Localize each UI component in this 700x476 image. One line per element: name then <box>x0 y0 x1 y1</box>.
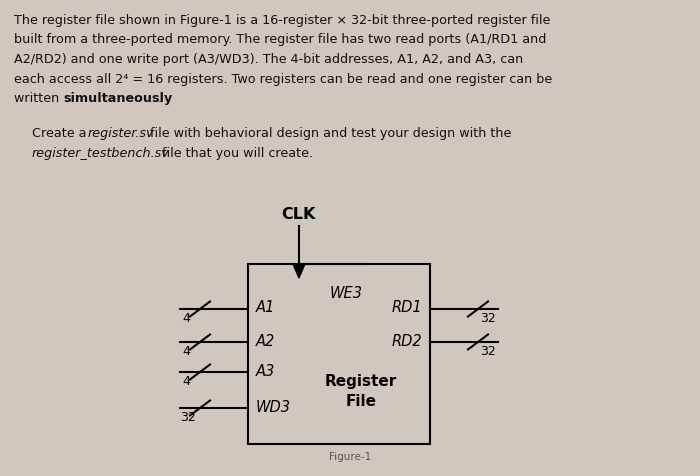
Text: built from a three-ported memory. The register file has two read ports (A1/RD1 a: built from a three-ported memory. The re… <box>14 33 547 47</box>
Text: Create a: Create a <box>32 127 90 140</box>
Text: file that you will create.: file that you will create. <box>158 147 313 159</box>
Text: A3: A3 <box>256 364 275 378</box>
Text: File: File <box>345 394 377 409</box>
Text: The register file shown in Figure-1 is a 16-register × 32-bit three-ported regis: The register file shown in Figure-1 is a… <box>14 14 550 27</box>
Text: written: written <box>14 92 63 105</box>
Text: 4: 4 <box>182 375 190 388</box>
Text: 4: 4 <box>182 345 190 358</box>
Text: 4: 4 <box>182 312 190 325</box>
Text: each access all 2⁴ = 16 registers. Two registers can be read and one register ca: each access all 2⁴ = 16 registers. Two r… <box>14 72 552 86</box>
Text: WE3: WE3 <box>330 286 363 301</box>
Text: RD2: RD2 <box>391 334 422 348</box>
Text: .: . <box>158 92 162 105</box>
Text: register.sv: register.sv <box>88 127 155 140</box>
Text: file with behavioral design and test your design with the: file with behavioral design and test you… <box>146 127 512 140</box>
Text: register_testbench.sv: register_testbench.sv <box>32 147 169 159</box>
Text: A1: A1 <box>256 300 275 316</box>
Text: simultaneously: simultaneously <box>63 92 172 105</box>
Text: Register: Register <box>325 374 397 389</box>
Text: 32: 32 <box>480 312 496 325</box>
Bar <box>248 264 430 444</box>
Text: CLK: CLK <box>281 207 315 222</box>
Text: A2/RD2) and one write port (A3/WD3). The 4-bit addresses, A1, A2, and A3, can: A2/RD2) and one write port (A3/WD3). The… <box>14 53 524 66</box>
Text: 32: 32 <box>180 411 196 424</box>
Text: Figure-1: Figure-1 <box>329 452 371 462</box>
Polygon shape <box>293 264 305 278</box>
Text: WD3: WD3 <box>256 399 291 415</box>
Text: 32: 32 <box>480 345 496 358</box>
Text: A2: A2 <box>256 334 275 348</box>
Text: RD1: RD1 <box>391 300 422 316</box>
